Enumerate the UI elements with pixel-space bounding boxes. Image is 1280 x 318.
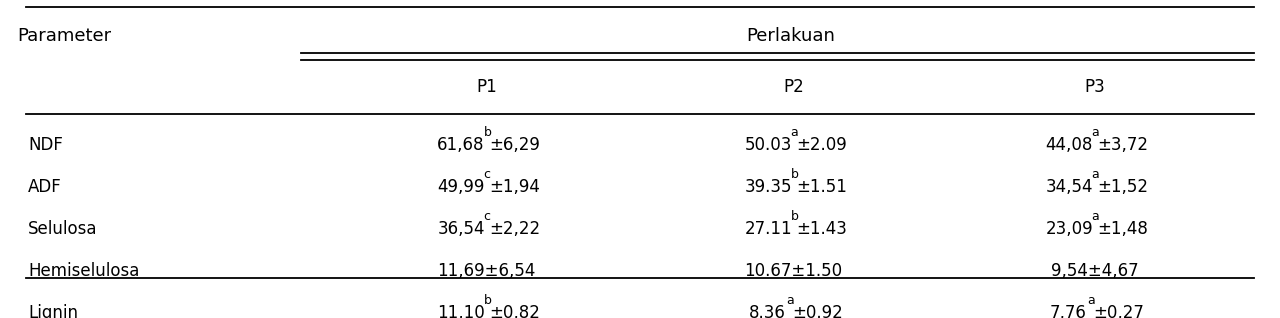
Text: a: a: [791, 126, 799, 139]
Text: a: a: [1087, 294, 1094, 307]
Text: ±6,29: ±6,29: [489, 136, 540, 154]
Text: 27.11: 27.11: [745, 220, 792, 238]
Text: a: a: [1092, 210, 1100, 223]
Text: Perlakuan: Perlakuan: [746, 26, 835, 45]
Text: c: c: [484, 168, 490, 181]
Text: ±2,22: ±2,22: [489, 220, 540, 238]
Text: c: c: [484, 210, 490, 223]
Text: ±1,94: ±1,94: [489, 178, 540, 196]
Text: P3: P3: [1084, 78, 1105, 96]
Text: 49,99: 49,99: [438, 178, 485, 196]
Text: 9,54±4,67: 9,54±4,67: [1051, 262, 1138, 280]
Text: 11,10: 11,10: [438, 304, 485, 318]
Text: a: a: [1092, 126, 1100, 139]
Text: 50.03: 50.03: [745, 136, 792, 154]
Text: Parameter: Parameter: [17, 26, 111, 45]
Text: 8.36: 8.36: [749, 304, 786, 318]
Text: 11,69±6,54: 11,69±6,54: [438, 262, 535, 280]
Text: ±1,52: ±1,52: [1097, 178, 1148, 196]
Text: ±1.43: ±1.43: [796, 220, 847, 238]
Text: 7,76: 7,76: [1050, 304, 1087, 318]
Text: Hemiselulosa: Hemiselulosa: [28, 262, 140, 280]
Text: ADF: ADF: [28, 178, 61, 196]
Text: ±0,27: ±0,27: [1093, 304, 1143, 318]
Text: P1: P1: [476, 78, 497, 96]
Text: Lignin: Lignin: [28, 304, 78, 318]
Text: b: b: [484, 126, 492, 139]
Text: a: a: [786, 294, 794, 307]
Text: ±1.51: ±1.51: [796, 178, 847, 196]
Text: a: a: [1092, 168, 1100, 181]
Text: ±0,82: ±0,82: [489, 304, 540, 318]
Text: 39.35: 39.35: [745, 178, 792, 196]
Text: 36,54: 36,54: [438, 220, 485, 238]
Text: Selulosa: Selulosa: [28, 220, 97, 238]
Text: b: b: [791, 210, 799, 223]
Text: 23,09: 23,09: [1046, 220, 1093, 238]
Text: ±3,72: ±3,72: [1097, 136, 1148, 154]
Text: ±2.09: ±2.09: [796, 136, 847, 154]
Text: P2: P2: [783, 78, 804, 96]
Text: ±0.92: ±0.92: [792, 304, 842, 318]
Text: ±1,48: ±1,48: [1097, 220, 1148, 238]
Text: 61,68: 61,68: [438, 136, 485, 154]
Text: NDF: NDF: [28, 136, 63, 154]
Text: 34,54: 34,54: [1046, 178, 1093, 196]
Text: b: b: [484, 294, 492, 307]
Text: b: b: [791, 168, 799, 181]
Text: 44,08: 44,08: [1046, 136, 1093, 154]
Text: 10.67±1.50: 10.67±1.50: [745, 262, 842, 280]
